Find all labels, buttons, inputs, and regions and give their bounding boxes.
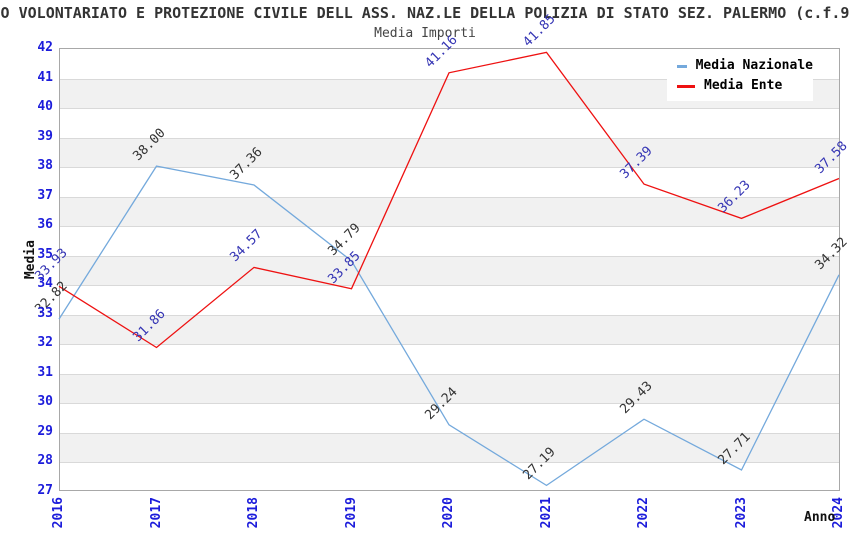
legend-swatch-line-icon <box>677 64 687 68</box>
y-tick-label: 28 <box>37 453 53 469</box>
y-tick-label: 34 <box>37 276 53 292</box>
plot-band <box>60 137 839 168</box>
y-tick-label: 38 <box>37 158 53 174</box>
x-tick-label: 2016 <box>51 497 66 529</box>
plot-area <box>59 48 840 491</box>
gridline <box>60 255 839 257</box>
y-tick-label: 27 <box>37 483 53 498</box>
y-tick-label: 35 <box>37 246 53 262</box>
legend-label: Media Nazionale <box>695 58 813 73</box>
gridline <box>60 167 839 169</box>
legend-item-media-ente: Media Ente <box>677 79 813 93</box>
legend-label: Media Ente <box>704 78 783 93</box>
y-tick-label: 33 <box>37 305 53 321</box>
y-tick-label: 37 <box>37 187 53 203</box>
y-tick-label: 41 <box>37 69 53 85</box>
gridline <box>60 226 839 228</box>
x-tick-label: 2019 <box>343 497 359 529</box>
x-tick-label: 2022 <box>636 497 651 529</box>
gridline <box>60 373 839 375</box>
x-tick-label: 2023 <box>733 497 749 529</box>
y-tick-label: 40 <box>37 99 53 115</box>
legend: Media Nazionale Media Ente <box>667 51 813 101</box>
chart-title: PO VOLONTARIATO E PROTEZIONE CIVILE DELL… <box>0 4 850 22</box>
gridline <box>60 314 839 316</box>
plot-band <box>60 314 839 345</box>
x-tick-label: 2020 <box>441 497 456 529</box>
y-tick-label: 30 <box>37 394 53 410</box>
legend-swatch-line-icon <box>677 84 695 88</box>
x-tick-label: 2018 <box>246 497 261 529</box>
gridline <box>60 108 839 110</box>
y-tick-label: 31 <box>37 364 53 380</box>
y-tick-label: 32 <box>37 335 53 351</box>
gridline <box>60 137 839 139</box>
x-tick-label: 2017 <box>148 497 164 529</box>
chart-subtitle: Media Importi <box>374 26 476 41</box>
gridline <box>60 432 839 434</box>
legend-item-media-nazionale: Media Nazionale <box>677 59 813 73</box>
plot-band <box>60 255 839 286</box>
y-tick-label: 39 <box>37 128 53 144</box>
x-tick-label: 2021 <box>538 497 554 529</box>
gridline <box>60 344 839 346</box>
y-axis-title: Media <box>23 240 38 280</box>
gridline <box>60 285 839 287</box>
x-axis-title: Anno <box>804 510 836 525</box>
y-tick-label: 29 <box>37 423 53 439</box>
y-tick-label: 36 <box>37 217 53 233</box>
y-tick-label: 42 <box>37 40 53 55</box>
